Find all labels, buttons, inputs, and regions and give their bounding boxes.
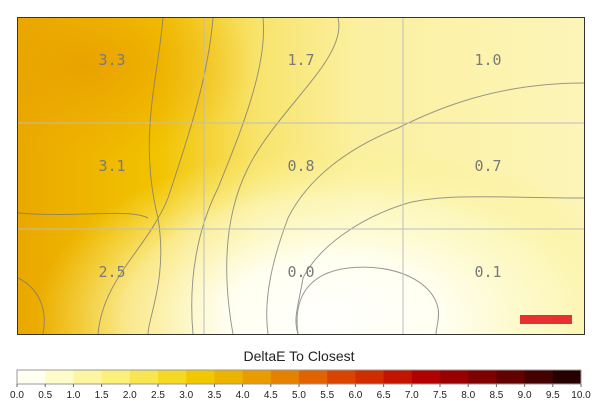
- colorbar-tick-label: 6.5: [377, 390, 391, 401]
- colorbar-tick-label: 6.0: [348, 390, 362, 401]
- colorbar-segment: [468, 370, 497, 384]
- colorbar-tick-label: 1.0: [66, 390, 80, 401]
- colorbar-segment: [186, 370, 215, 384]
- contour-line: [266, 82, 584, 334]
- colorbar-tick-label: 0.5: [38, 390, 52, 401]
- colorbar-segment: [496, 370, 526, 384]
- colorbar-tick-label: 7.5: [433, 390, 447, 401]
- colorbar-segment: [383, 370, 413, 384]
- colorbar-tick-label: 2.5: [151, 390, 165, 401]
- colorbar-segment: [270, 370, 300, 384]
- colorbar-tick-label: 4.0: [236, 390, 250, 401]
- colorbar-tick-label: 4.5: [264, 390, 278, 401]
- contour-line: [18, 212, 149, 219]
- colorbar-title: DeltaE To Closest: [243, 348, 355, 364]
- colorbar-tick-label: 0.0: [10, 390, 24, 401]
- contour-line: [295, 196, 584, 334]
- colorbar-tick-label: 5.5: [320, 390, 334, 401]
- colorbar-segment: [214, 370, 244, 384]
- contour-line: [18, 277, 45, 334]
- colorbar-segment: [242, 370, 272, 384]
- cell-value-label: 1.7: [287, 51, 314, 69]
- cell-value-label: 0.0: [287, 263, 314, 281]
- colorbar-tick-label: 5.0: [292, 390, 306, 401]
- cell-value-label: 3.1: [98, 157, 125, 175]
- colorbar-segment: [524, 370, 554, 384]
- heatmap-white-zone: [18, 18, 584, 334]
- colorbar-segment: [101, 370, 131, 384]
- cell-value-label: 0.7: [474, 157, 501, 175]
- contour-line: [191, 18, 265, 334]
- colorbar-segment: [327, 370, 356, 384]
- contour-line: [147, 18, 164, 334]
- colorbar-segment: [299, 370, 328, 384]
- colorbar-segment: [129, 370, 159, 384]
- cell-value-label: 2.5: [98, 263, 125, 281]
- red-marker: [520, 315, 572, 324]
- colorbar-tick-label: 3.5: [207, 390, 221, 401]
- colorbar-tick-label: 9.5: [546, 390, 560, 401]
- heatmap-plot-area: 3.3 1.7 1.0 3.1 0.8 0.7 2.5 0.0 0.1: [17, 17, 585, 335]
- contour-line: [226, 18, 340, 334]
- colorbar-segment: [552, 370, 582, 384]
- cell-value-label: 0.8: [287, 157, 314, 175]
- colorbar-segment: [411, 370, 441, 384]
- cell-value-label: 3.3: [98, 51, 125, 69]
- colorbar-tick-label: 3.0: [179, 390, 193, 401]
- colorbar-tick-label: 8.5: [489, 390, 503, 401]
- colorbar: 0.0 0.5 1.0 1.5 2.0 2.5 3.0 3.5 4.0 4.5 5.0 5.5 6.0 6…: [0, 368, 598, 409]
- colorbar-tick-label: 1.5: [95, 390, 109, 401]
- colorbar-tick-label: 9.0: [518, 390, 532, 401]
- colorbar-tick-label: 2.0: [123, 390, 137, 401]
- colorbar-tick-label: 7.0: [405, 390, 419, 401]
- colorbar-segment: [355, 370, 385, 384]
- contour-line: [296, 266, 440, 334]
- cell-value-label: 1.0: [474, 51, 501, 69]
- colorbar-segment: [45, 370, 74, 384]
- colorbar-tick-label: 8.0: [461, 390, 475, 401]
- colorbar-segment: [73, 370, 103, 384]
- contour-line: [97, 18, 214, 334]
- colorbar-segment: [440, 370, 469, 384]
- cell-value-label: 0.1: [474, 263, 501, 281]
- colorbar-tick-label: 10.0: [571, 390, 591, 401]
- colorbar-segment: [158, 370, 187, 384]
- colorbar-segment: [17, 370, 46, 384]
